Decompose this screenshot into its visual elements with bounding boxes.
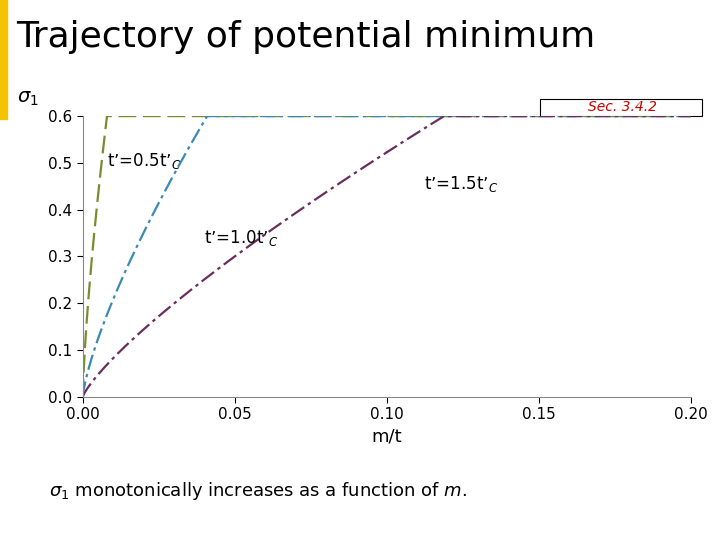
Bar xyxy=(0,0,7,119)
Text: t’=1.5t’$_C$: t’=1.5t’$_C$ xyxy=(423,174,498,194)
X-axis label: m/t: m/t xyxy=(372,428,402,446)
Text: Trajectory of potential minimum: Trajectory of potential minimum xyxy=(16,20,595,53)
Text: t’=0.5t’$_C$: t’=0.5t’$_C$ xyxy=(107,151,181,171)
FancyBboxPatch shape xyxy=(540,99,702,116)
Text: Sec. 3.4.2: Sec. 3.4.2 xyxy=(588,100,657,114)
Text: t’=1.0t’$_C$: t’=1.0t’$_C$ xyxy=(204,228,279,248)
Text: $\sigma_1$ monotonically increases as a function of $m$.: $\sigma_1$ monotonically increases as a … xyxy=(49,480,467,502)
Text: $\sigma_1$: $\sigma_1$ xyxy=(17,89,39,107)
